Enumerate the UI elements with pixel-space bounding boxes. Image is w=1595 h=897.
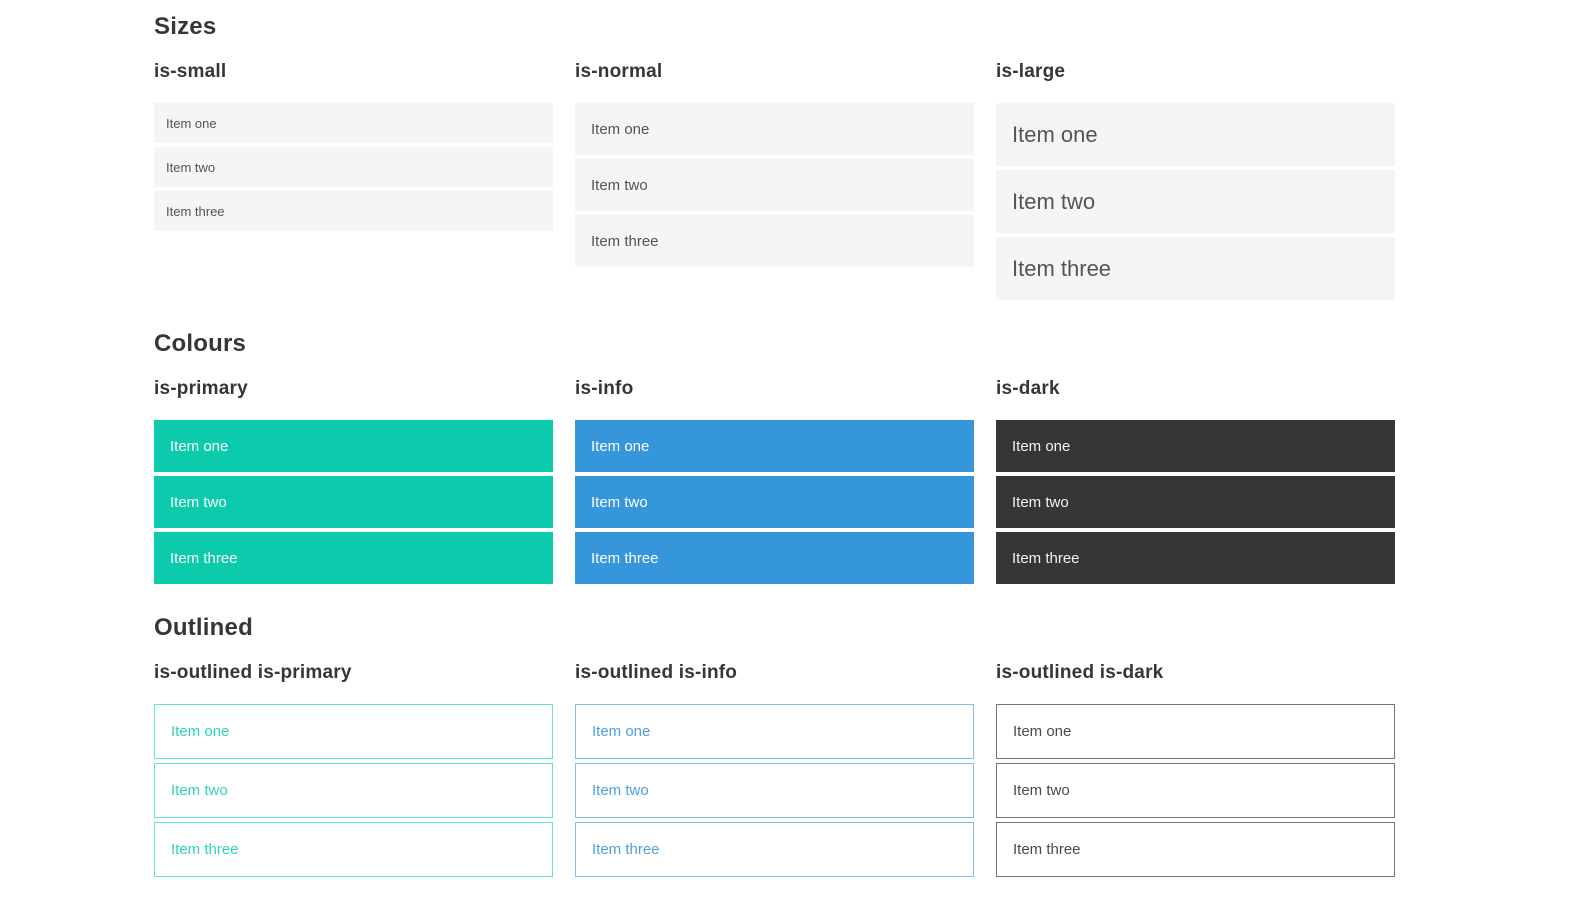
list-item[interactable]: Item two [154,476,553,528]
group-is-outlined-is-dark: is-outlined is-dark Item one Item two It… [996,663,1395,877]
group-is-outlined-is-primary: is-outlined is-primary Item one Item two… [154,663,553,877]
list-item[interactable]: Item three [996,532,1395,584]
list-item[interactable]: Item two [154,763,553,818]
list-item[interactable]: Item two [996,170,1395,233]
list-item[interactable]: Item three [575,822,974,877]
section-title-outlined: Outlined [154,614,253,641]
group-label-is-primary: is-primary [154,378,248,399]
list-primary: Item one Item two Item three [154,420,553,584]
list-item[interactable]: Item three [154,822,553,877]
list-item[interactable]: Item three [154,191,553,231]
list-outlined-info: Item one Item two Item three [575,704,974,877]
list-dark: Item one Item two Item three [996,420,1395,584]
group-is-info: is-info Item one Item two Item three [575,379,974,584]
list-small: Item one Item two Item three [154,103,553,231]
list-item[interactable]: Item one [575,420,974,472]
list-item[interactable]: Item two [575,159,974,211]
sizes-groups: is-small Item one Item two Item three is… [154,62,1395,300]
list-item[interactable]: Item one [154,103,553,143]
list-item[interactable]: Item one [154,420,553,472]
list-normal: Item one Item two Item three [575,103,974,267]
list-outlined-primary: Item one Item two Item three [154,704,553,877]
list-item[interactable]: Item three [996,822,1395,877]
group-label-is-outlined-is-primary: is-outlined is-primary [154,662,352,683]
colours-groups: is-primary Item one Item two Item three … [154,379,1395,584]
group-label-is-normal: is-normal [575,61,663,82]
list-item[interactable]: Item one [575,103,974,155]
group-is-primary: is-primary Item one Item two Item three [154,379,553,584]
list-item[interactable]: Item two [154,147,553,187]
group-label-is-small: is-small [154,61,227,82]
list-item[interactable]: Item three [154,532,553,584]
group-label-is-info: is-info [575,378,634,399]
group-label-is-large: is-large [996,61,1066,82]
group-is-small: is-small Item one Item two Item three [154,62,553,231]
section-colours: Colours is-primary Item one Item two Ite… [154,332,1395,584]
list-item[interactable]: Item one [154,704,553,759]
section-sizes: Sizes is-small Item one Item two Item th… [154,15,1395,300]
list-component-demo-page: Sizes is-small Item one Item two Item th… [154,15,1395,877]
group-is-normal: is-normal Item one Item two Item three [575,62,974,267]
group-label-is-outlined-is-dark: is-outlined is-dark [996,662,1164,683]
section-title-sizes: Sizes [154,13,217,40]
list-large: Item one Item two Item three [996,103,1395,300]
list-item[interactable]: Item one [996,704,1395,759]
list-item[interactable]: Item two [575,476,974,528]
group-label-is-outlined-is-info: is-outlined is-info [575,662,738,683]
list-outlined-dark: Item one Item two Item three [996,704,1395,877]
list-item[interactable]: Item three [575,215,974,267]
group-is-large: is-large Item one Item two Item three [996,62,1395,300]
group-is-outlined-is-info: is-outlined is-info Item one Item two It… [575,663,974,877]
list-item[interactable]: Item two [575,763,974,818]
section-outlined: Outlined is-outlined is-primary Item one… [154,616,1395,877]
section-title-colours: Colours [154,330,247,357]
list-item[interactable]: Item two [996,476,1395,528]
list-item[interactable]: Item three [575,532,974,584]
group-is-dark: is-dark Item one Item two Item three [996,379,1395,584]
group-label-is-dark: is-dark [996,378,1060,399]
list-item[interactable]: Item one [996,103,1395,166]
list-item[interactable]: Item one [996,420,1395,472]
list-item[interactable]: Item two [996,763,1395,818]
list-item[interactable]: Item three [996,237,1395,300]
list-info: Item one Item two Item three [575,420,974,584]
outlined-groups: is-outlined is-primary Item one Item two… [154,663,1395,877]
list-item[interactable]: Item one [575,704,974,759]
